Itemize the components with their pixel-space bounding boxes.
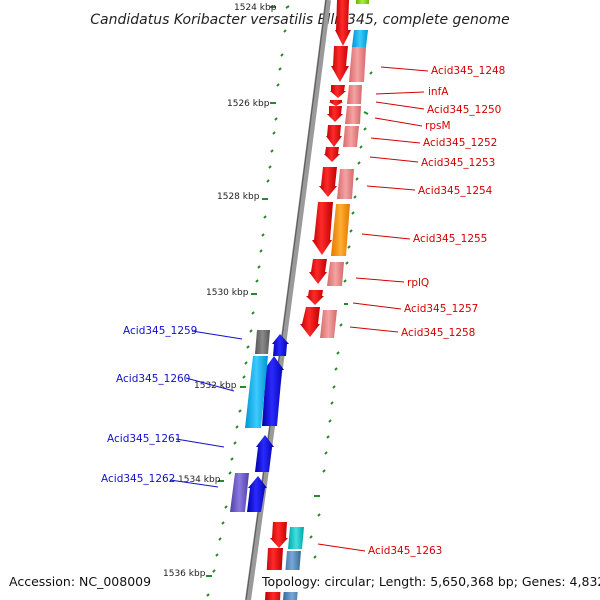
gene-acid345-1260[interactable] <box>262 356 284 426</box>
gene-label-acid345-1250[interactable]: Acid345_1250 <box>427 104 501 116</box>
cog-bar-1248[interactable] <box>349 47 366 82</box>
forward-cog-track <box>283 0 369 600</box>
cog-bar-infa[interactable] <box>347 85 362 104</box>
cog-bar-cyan <box>352 30 368 47</box>
gene-acid345-1259[interactable] <box>272 334 289 356</box>
reverse-label-leaders <box>169 330 243 488</box>
gene-label-acid345-1259[interactable]: Acid345_1259 <box>123 325 197 337</box>
reverse-cog-track <box>230 330 270 512</box>
genome-backbone-edge <box>245 0 327 600</box>
gene-label-acid345-1253[interactable]: Acid345_1253 <box>421 157 495 169</box>
gene-acid345-1248[interactable] <box>331 46 349 82</box>
gene-label-acid345-1262[interactable]: Acid345_1262 <box>101 473 175 485</box>
gene-acid345-1247[interactable] <box>335 0 351 46</box>
forward-label-leaders <box>317 66 429 552</box>
cog-bar-rplq[interactable] <box>327 262 344 286</box>
gene-acid345-1263[interactable] <box>270 522 288 548</box>
gene-label-acid345-1261[interactable]: Acid345_1261 <box>107 433 181 445</box>
gene-acid345-1255[interactable] <box>312 202 333 255</box>
gene-label-acid345-1252[interactable]: Acid345_1252 <box>423 137 497 149</box>
topology-text: Topology: circular; Length: 5,650,368 bp… <box>261 574 600 589</box>
tick-label-1528: 1528 kbp <box>217 192 260 202</box>
reverse-cds-track <box>247 334 289 512</box>
topology-backdrop <box>256 570 596 592</box>
map-title: Candidatus Koribacter versatilis Ellin34… <box>90 12 509 28</box>
gene-infa[interactable] <box>330 85 346 98</box>
scale-ring-inner <box>206 5 290 597</box>
forward-cds-track <box>265 0 351 600</box>
tick-label-1534: 1534 kbp <box>178 475 221 485</box>
gene-label-acid345-1255[interactable]: Acid345_1255 <box>413 233 487 245</box>
cog-bar-1263[interactable] <box>288 527 304 549</box>
tick-label-1524: 1524 kbp <box>234 3 277 13</box>
gene-label-acid345-1258[interactable]: Acid345_1258 <box>401 327 475 339</box>
gene-label-acid345-1254[interactable]: Acid345_1254 <box>418 185 493 197</box>
gene-label-acid345-1260[interactable]: Acid345_1260 <box>116 373 190 385</box>
gene-label-rpsm[interactable]: rpsM <box>425 120 451 132</box>
cog-bar-1260[interactable] <box>245 356 268 428</box>
gene-rplq[interactable] <box>309 259 327 284</box>
gene-acid345-1254[interactable] <box>319 167 337 197</box>
cog-bar-1252[interactable] <box>343 126 359 147</box>
gene-acid345-1261[interactable] <box>255 435 274 472</box>
accession-text: Accession: NC_008009 <box>9 574 151 589</box>
cog-bar-lime <box>356 0 369 4</box>
cog-bar-1254[interactable] <box>337 169 354 199</box>
gene-acid345-1258[interactable] <box>300 307 320 337</box>
accession-backdrop <box>4 570 156 592</box>
major-ticks <box>206 6 276 577</box>
cog-bar-1258[interactable] <box>320 310 337 338</box>
gene-acid345-1262[interactable] <box>247 476 267 512</box>
gene-label-rplq[interactable]: rplQ <box>407 277 429 289</box>
cog-bar-rpsm[interactable] <box>345 106 361 124</box>
gene-label-acid345-1257[interactable]: Acid345_1257 <box>404 303 478 315</box>
gene-acid345-1250[interactable] <box>329 100 343 106</box>
cog-bar-1255[interactable] <box>331 204 350 256</box>
gene-acid345-1252[interactable] <box>326 125 342 147</box>
scale-ring-outer <box>309 71 373 583</box>
cog-bar-1259[interactable] <box>255 330 270 354</box>
genome-backbone <box>245 0 331 600</box>
tick-label-1536: 1536 kbp <box>163 569 206 579</box>
tick-label-1530: 1530 kbp <box>206 288 249 298</box>
gene-label-acid345-1263[interactable]: Acid345_1263 <box>368 545 442 557</box>
cog-bar-1262[interactable] <box>230 473 249 512</box>
gene-label-acid345-1248[interactable]: Acid345_1248 <box>431 65 505 77</box>
gene-label-infa[interactable]: infA <box>428 86 449 98</box>
gene-acid345-1257[interactable] <box>306 290 324 305</box>
tick-label-1526: 1526 kbp <box>227 99 270 109</box>
gene-rpsm[interactable] <box>327 106 343 122</box>
gene-acid345-1253[interactable] <box>324 147 340 162</box>
